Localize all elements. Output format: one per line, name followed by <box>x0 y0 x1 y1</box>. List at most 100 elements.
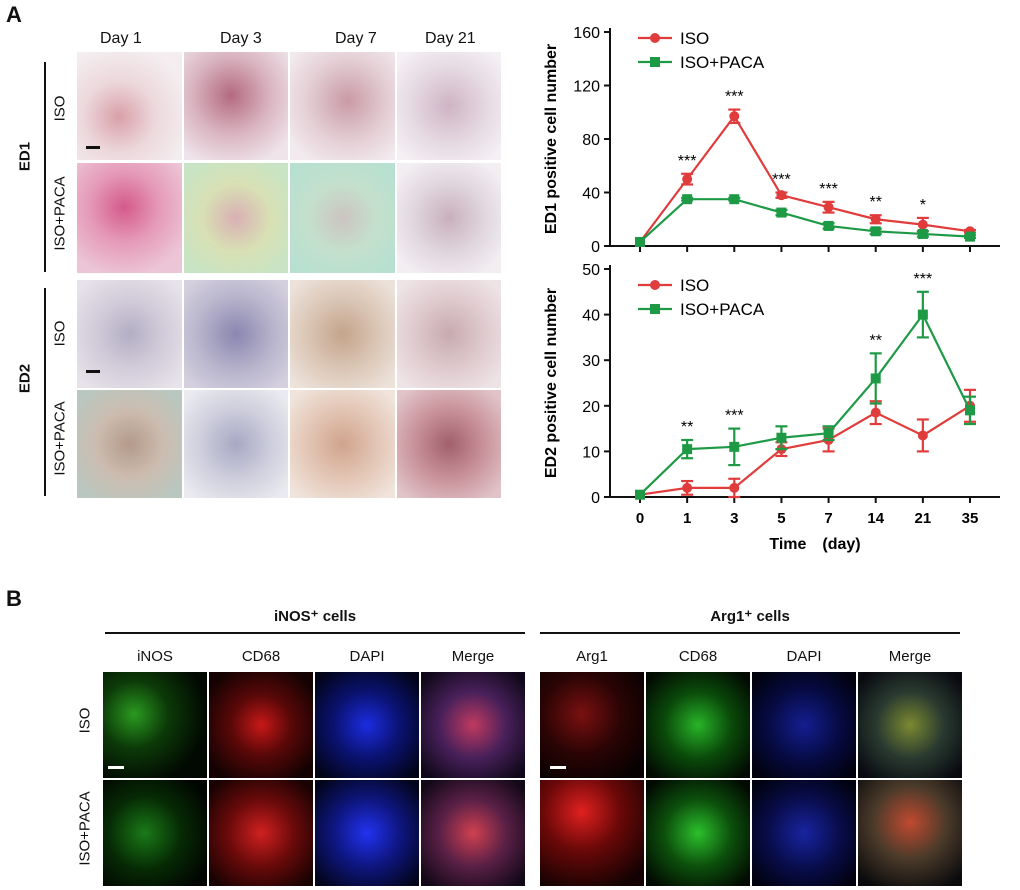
col-label-arg1: Arg1 <box>576 648 608 665</box>
histology-ed2-paca-day7 <box>290 390 395 498</box>
fluor-iso-cd68-right <box>646 672 750 778</box>
histology-ed1-iso-day21 <box>397 52 501 160</box>
arg1-cells-title: Arg1⁺ cells <box>710 608 790 625</box>
scale-bar <box>550 766 566 769</box>
histology-ed1-iso-day1 <box>77 52 182 160</box>
col-label-dapi-left: DAPI <box>349 648 385 665</box>
histology-ed1-paca-day7 <box>290 163 395 273</box>
significance-label: *** <box>678 153 697 170</box>
data-point <box>823 428 834 439</box>
inos-title-rule <box>105 632 525 634</box>
data-point <box>682 444 693 455</box>
data-point <box>682 194 693 205</box>
fluor-iso-merge-right <box>858 672 962 778</box>
data-point <box>870 407 881 418</box>
y-tick-label: 160 <box>573 25 600 42</box>
data-point <box>729 194 740 205</box>
panel-a-letter: A <box>6 2 22 27</box>
y-tick-label: 40 <box>582 308 600 325</box>
x-tick-label: 5 <box>777 510 785 527</box>
histology-ed1-iso-day7 <box>290 52 395 160</box>
fluor-paca-dapi-right <box>752 780 856 886</box>
data-point <box>635 489 645 500</box>
x-tick-label: 1 <box>683 510 691 527</box>
col-label-dapi-right: DAPI <box>786 648 822 665</box>
x-tick-label: 35 <box>962 510 979 527</box>
legend-marker <box>650 33 660 43</box>
histology-ed2-paca-day3 <box>184 390 288 498</box>
col-label-merge-left: Merge <box>451 648 495 665</box>
col-label-cd68-right: CD68 <box>678 648 718 665</box>
y-axis-label: ED2 positive cell number <box>543 288 560 478</box>
fluor-paca-cd68-left <box>209 780 313 886</box>
day-header-1: Day 1 <box>100 30 142 47</box>
group-label-ed1: ED1 <box>16 141 34 172</box>
row-label-b-iso-paca: ISO+PACA <box>76 791 94 866</box>
data-point <box>776 207 787 218</box>
row-label-ed1-iso-paca: ISO+PACA <box>51 176 69 251</box>
histology-ed2-iso-day21 <box>397 280 501 388</box>
data-point <box>682 482 693 493</box>
histology-ed2-iso-day7 <box>290 280 395 388</box>
day-header-3: Day 3 <box>220 30 262 47</box>
x-tick-label: 7 <box>824 510 832 527</box>
legend-marker <box>650 304 660 314</box>
day-header-21: Day 21 <box>425 30 476 47</box>
significance-label: ** <box>681 419 693 436</box>
x-axis-label: Time (day) <box>769 536 860 553</box>
significance-label: *** <box>772 172 791 189</box>
group-bracket-ed1 <box>44 62 46 272</box>
row-label-b-iso: ISO <box>76 707 94 734</box>
fluor-paca-dapi-left <box>315 780 419 886</box>
data-point <box>917 228 928 239</box>
y-tick-label: 0 <box>591 239 600 256</box>
inos-cells-title: iNOS⁺ cells <box>273 608 357 625</box>
fluor-paca-arg1 <box>540 780 644 886</box>
legend-label: ISO+PACA <box>680 300 765 319</box>
histology-ed2-iso-day3 <box>184 280 288 388</box>
data-point <box>729 111 740 122</box>
x-tick-label: 0 <box>636 510 644 527</box>
fluor-iso-dapi-left <box>315 672 419 778</box>
data-point <box>870 373 881 384</box>
x-tick-label: 21 <box>915 510 932 527</box>
group-bracket-ed2 <box>44 288 46 496</box>
y-axis-label: ED1 positive cell number <box>543 44 560 234</box>
series-line <box>639 198 971 243</box>
data-point <box>776 190 787 201</box>
significance-label: *** <box>725 89 744 106</box>
row-label-ed1-iso: ISO <box>51 95 69 122</box>
row-label-ed2-iso-paca: ISO+PACA <box>51 401 69 476</box>
data-point <box>917 430 928 441</box>
data-point <box>776 432 787 443</box>
histology-ed2-paca-day21 <box>397 390 501 498</box>
row-label-ed2-iso: ISO <box>51 320 69 347</box>
legend-label: ISO <box>680 276 709 295</box>
scale-bar <box>108 766 124 769</box>
series-line <box>639 312 971 496</box>
y-tick-label: 50 <box>582 262 600 279</box>
data-point <box>823 202 834 213</box>
group-label-ed2: ED2 <box>16 363 34 394</box>
histology-ed2-paca-day1 <box>77 390 182 498</box>
series-line <box>639 114 971 243</box>
legend-label: ISO+PACA <box>680 53 765 72</box>
col-label-inos: iNOS <box>137 648 173 665</box>
fluor-iso-dapi-right <box>752 672 856 778</box>
significance-label: * <box>920 197 926 214</box>
data-point <box>965 405 975 416</box>
histology-ed1-iso-day3 <box>184 52 288 160</box>
fluor-paca-inos <box>103 780 207 886</box>
histology-ed1-paca-day3 <box>184 163 288 273</box>
data-point <box>635 236 645 247</box>
fluor-paca-merge-right <box>858 780 962 886</box>
y-tick-label: 120 <box>573 79 600 96</box>
scale-bar <box>86 146 100 149</box>
significance-label: *** <box>914 271 933 288</box>
y-tick-label: 0 <box>591 490 600 507</box>
col-label-cd68-left: CD68 <box>241 648 281 665</box>
fluor-iso-cd68-left <box>209 672 313 778</box>
